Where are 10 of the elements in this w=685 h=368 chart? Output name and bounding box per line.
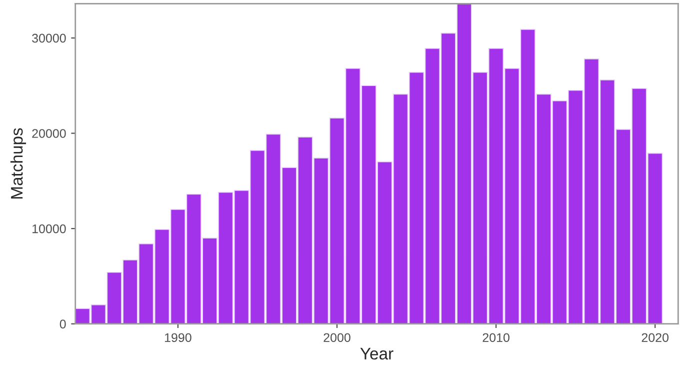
- y-tick-label: 30000: [32, 34, 66, 43]
- y-tick-label: 0: [60, 320, 66, 328]
- y-tick-label: 20000: [32, 129, 66, 138]
- y-axis-title: Matchups: [10, 128, 26, 199]
- x-axis-title: Year: [360, 348, 394, 360]
- y-tick-label: 10000: [32, 224, 66, 234]
- x-tick-label: 2010: [482, 333, 510, 342]
- x-tick-label: 2020: [642, 333, 669, 342]
- x-tick-label: 2000: [324, 333, 350, 342]
- x-tick-label: 1990: [164, 333, 192, 342]
